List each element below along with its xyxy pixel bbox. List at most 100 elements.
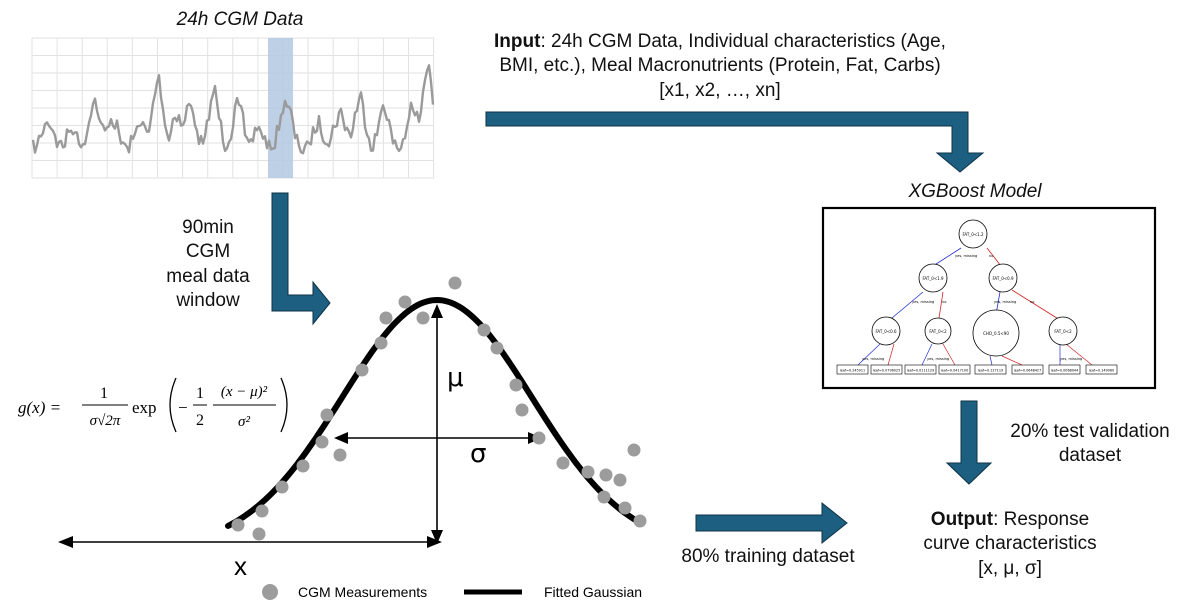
output-line1-rest: : Response: [993, 509, 1090, 530]
measurement-point: [275, 480, 289, 494]
measurement-point: [599, 468, 613, 482]
training-arrow: [695, 501, 848, 545]
measurement-point: [398, 295, 412, 309]
window-line: CGM: [185, 241, 231, 263]
tree-leaf: [1011, 364, 1044, 375]
output-line: Output: Response: [860, 508, 1160, 532]
formula-num: (x − μ)²: [221, 384, 268, 400]
edge-label: no: [1030, 300, 1034, 304]
formula-den: σ√2π: [90, 413, 121, 429]
measurement-point: [379, 311, 393, 325]
formula-den: σ²: [238, 414, 250, 430]
formula-num: 1: [100, 385, 108, 402]
tree-node-label: FAT_0<0.9: [992, 276, 1014, 281]
cgm-measurement-points: [231, 276, 647, 541]
measurement-point: [509, 378, 523, 392]
validation-arrow: [945, 400, 993, 485]
measurement-point: [333, 448, 347, 462]
measurement-point: [556, 456, 570, 470]
tree-node: [918, 263, 948, 293]
measurement-point: [532, 431, 546, 445]
tree-leaf-label: leaf=0.245911: [840, 369, 865, 373]
cgm-chart-title: 24h CGM Data: [176, 9, 304, 30]
gaussian-formula: g(x) = 1 σ√2π exp − 1 2 (x − μ)² σ²: [18, 377, 288, 433]
tree-leaf-label: leaf=0.127119: [978, 369, 1003, 373]
edge-label: yes, missing: [927, 357, 949, 361]
input-description: Input: 24h CGM Data, Individual characte…: [485, 30, 955, 103]
output-line: [x, μ, σ]: [978, 557, 1042, 579]
tree-node-label: FAT_0<0.6: [875, 329, 897, 334]
measurement-point: [374, 336, 388, 350]
measurement-point: [581, 465, 595, 479]
validation-line: 20% test validation: [1010, 421, 1170, 442]
measurement-point: [231, 518, 245, 532]
measurement-point: [477, 323, 491, 337]
cgm-trace: [31, 64, 435, 155]
measurement-point: [252, 527, 266, 541]
measurement-point: [618, 501, 632, 515]
edge-label: no: [942, 300, 946, 304]
edge-label: yes, missing: [862, 357, 884, 361]
tree-node-label: FAT_0<2: [1054, 329, 1072, 334]
xgboost-model-box: FAT_0<1.2 FAT_0<1.9 FAT_0<0.9 FAT_0<0.6 …: [821, 206, 1157, 390]
formula-num: 1: [196, 385, 204, 402]
gaussian-plot: μ σ x CGM Measurements Fitted Gaussian: [58, 276, 647, 600]
tree-leaf-label: leaf=0.0417100: [941, 369, 968, 373]
formula-minus: −: [178, 398, 188, 417]
tree-leaf-label: leaf=0.0796025: [873, 369, 900, 373]
input-details: : 24h CGM Data, Individual characteristi…: [499, 31, 946, 101]
measurement-point: [296, 459, 310, 473]
legend-fitted-label: Fitted Gaussian: [544, 584, 642, 600]
legend: CGM Measurements Fitted Gaussian: [262, 584, 642, 600]
tree-node-label: FAT_0<1.9: [922, 276, 944, 281]
tree-node: [972, 309, 1020, 357]
input-label: Input: [494, 31, 541, 52]
tree-leaf: [1048, 364, 1081, 375]
legend-dot-icon: [262, 584, 278, 600]
measurement-point: [355, 363, 369, 377]
tree-node-root: [958, 219, 988, 249]
window-arrow: [271, 192, 331, 326]
window-line: meal data: [166, 265, 250, 287]
tree-leaves: leaf=0.245911 leaf=0.0796025 leaf=0.011112…: [836, 364, 1118, 375]
measurement-point: [320, 408, 334, 422]
tree-leaf: [870, 364, 903, 375]
output-description: Output: Response curve characteristics […: [860, 508, 1160, 581]
training-dataset-label: 80% training dataset: [681, 546, 855, 567]
measurement-point: [597, 490, 611, 504]
window-line: window: [176, 289, 240, 311]
tree-leaf-label: leaf=0.0648427: [1014, 369, 1041, 373]
edge-label: yes, missing: [955, 254, 977, 258]
measurement-point: [515, 403, 529, 417]
legend-measurements-label: CGM Measurements: [298, 584, 427, 600]
tree-leaf: [904, 364, 937, 375]
tree-node: [924, 317, 952, 345]
formula-lhs: g(x) =: [18, 398, 61, 417]
meal-window-label: 90min CGM meal data window: [148, 216, 268, 313]
measurement-point: [490, 341, 504, 355]
output-label: Output: [930, 509, 994, 530]
tree-leaf: [938, 364, 971, 375]
tree-node-label: FAT_0<1.2: [962, 232, 984, 237]
edge-label: no: [989, 254, 993, 258]
input-arrow: [485, 111, 985, 173]
measurement-point: [627, 443, 641, 457]
tree-node: [1048, 316, 1078, 346]
window-line: 90min: [182, 217, 234, 238]
measurement-point: [416, 311, 430, 325]
measurement-point: [633, 514, 647, 528]
formula-den: 2: [196, 412, 204, 429]
tree-leaf: [836, 364, 869, 375]
model-title: XGBoost Model: [908, 181, 1042, 202]
tree-leaf: [1085, 364, 1118, 375]
output-line: curve characteristics: [923, 533, 1097, 555]
sigma-label: σ: [470, 439, 486, 469]
validation-line: dataset: [1058, 445, 1122, 467]
tree-leaf-label: leaf=0.0068044: [1051, 369, 1078, 373]
tree-leaf-label: leaf=0.149060: [1089, 369, 1114, 373]
formula-exp: exp: [132, 398, 157, 417]
tree-leaf: [974, 364, 1007, 375]
measurement-point: [315, 435, 329, 449]
tree-node-label: CHO_0.5<90: [983, 331, 1009, 336]
